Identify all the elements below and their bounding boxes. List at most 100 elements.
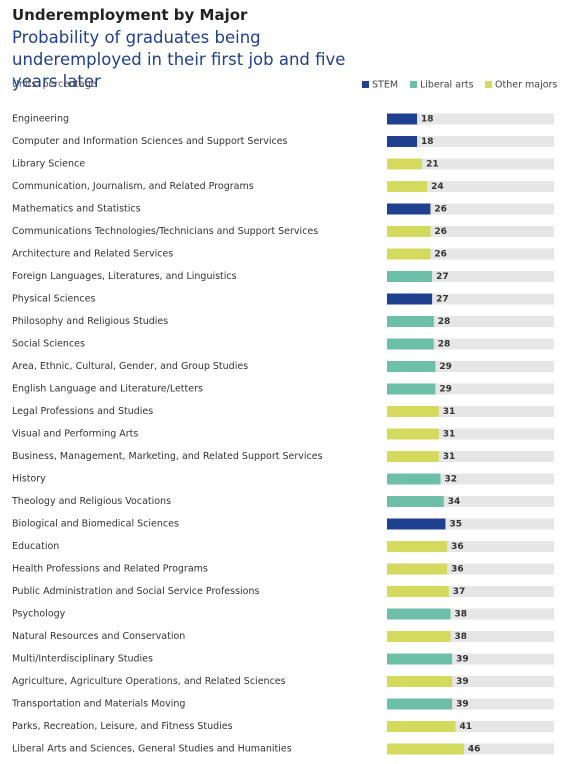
category-label: Library Science (12, 159, 85, 170)
value-label: 37 (453, 587, 466, 597)
category-label: Philosophy and Religious Studies (12, 316, 168, 327)
units-note: Units: percentage (12, 79, 97, 90)
bar-track (387, 181, 554, 192)
value-label: 21 (426, 160, 439, 170)
bar-track (387, 586, 554, 597)
bar (387, 361, 436, 372)
bar-track (387, 293, 554, 305)
value-label: 39 (456, 655, 469, 665)
value-label: 26 (434, 250, 447, 260)
bar (387, 518, 446, 530)
category-label: Visual and Performing Arts (12, 429, 138, 440)
value-label: 26 (434, 227, 447, 237)
value-label: 18 (421, 115, 434, 125)
value-label: 31 (443, 407, 456, 417)
bar (387, 451, 439, 462)
value-label: 29 (439, 385, 452, 395)
value-label: 39 (456, 677, 469, 687)
value-label: 26 (434, 205, 447, 215)
category-label: Business, Management, Marketing, and Rel… (12, 451, 323, 462)
bar (387, 473, 441, 485)
bar-track (387, 113, 554, 125)
bar-track (387, 406, 554, 417)
category-label: Computer and Information Sciences and Su… (12, 136, 288, 147)
bar-track (387, 451, 554, 462)
bar (387, 293, 433, 305)
bar-track (387, 608, 554, 620)
bar-track (387, 136, 554, 147)
value-label: 38 (454, 610, 467, 620)
bar-track (387, 248, 554, 260)
bar-track (387, 496, 554, 507)
category-label: English Language and Literature/Letters (12, 384, 203, 395)
category-label: Foreign Languages, Literatures, and Ling… (12, 271, 237, 282)
bar (387, 248, 431, 260)
legend-swatch (362, 81, 369, 88)
legend-swatch (410, 81, 417, 88)
bar-track (387, 518, 554, 530)
bar (387, 158, 423, 170)
category-label: Health Professions and Related Programs (12, 564, 208, 575)
value-label: 28 (438, 340, 451, 350)
category-label: Engineering (12, 114, 69, 125)
bar-track (387, 743, 554, 755)
bar (387, 496, 444, 507)
value-label: 36 (451, 565, 464, 575)
category-label: Area, Ethnic, Cultural, Gender, and Grou… (12, 361, 248, 372)
value-label: 32 (444, 475, 457, 485)
value-label: 38 (454, 632, 467, 642)
bar-track (387, 563, 554, 575)
bar-track (387, 226, 554, 237)
category-label: Multi/Interdisciplinary Studies (12, 654, 153, 665)
bar-track (387, 676, 554, 687)
bar (387, 113, 418, 125)
chart-subtitle: Probability of graduates being underempl… (12, 28, 346, 91)
category-label: Parks, Recreation, Leisure, and Fitness … (12, 721, 233, 732)
category-label: Agriculture, Agriculture Operations, and… (12, 676, 286, 687)
value-label: 31 (443, 452, 456, 462)
category-label: Public Administration and Social Service… (12, 586, 260, 597)
bar (387, 271, 433, 282)
bar-track (387, 721, 554, 732)
value-label: 41 (459, 722, 472, 732)
category-label: Mathematics and Statistics (12, 204, 141, 215)
bar (387, 428, 439, 440)
bar (387, 653, 453, 665)
category-label: Psychology (12, 609, 66, 620)
bar (387, 631, 451, 642)
value-label: 36 (451, 542, 464, 552)
bar (387, 586, 449, 597)
bar-track (387, 473, 554, 485)
bar (387, 743, 464, 755)
bar-track (387, 383, 554, 395)
value-label: 28 (438, 317, 451, 327)
bar-track (387, 428, 554, 440)
value-label: 27 (436, 295, 449, 305)
bar-track (387, 203, 554, 215)
category-label: Legal Professions and Studies (12, 406, 153, 417)
bar (387, 338, 434, 350)
category-label: Social Sciences (12, 339, 85, 350)
bar-track (387, 361, 554, 372)
legend-label: Other majors (495, 80, 557, 91)
category-label: History (12, 474, 46, 485)
legend-swatch (485, 81, 492, 88)
value-label: 35 (449, 520, 462, 530)
bar (387, 721, 456, 732)
legend-label: Liberal arts (420, 80, 474, 91)
bar (387, 226, 431, 237)
chart-title: Underemployment by Major (12, 6, 248, 24)
bar (387, 316, 434, 327)
bar-track (387, 631, 554, 642)
bar (387, 406, 439, 417)
bar (387, 181, 428, 192)
value-label: 24 (431, 182, 444, 192)
bar-track (387, 541, 554, 552)
bar-track (387, 158, 554, 170)
bar (387, 676, 453, 687)
value-label: 34 (448, 497, 461, 507)
value-label: 29 (439, 362, 452, 372)
legend-label: STEM (372, 80, 398, 91)
